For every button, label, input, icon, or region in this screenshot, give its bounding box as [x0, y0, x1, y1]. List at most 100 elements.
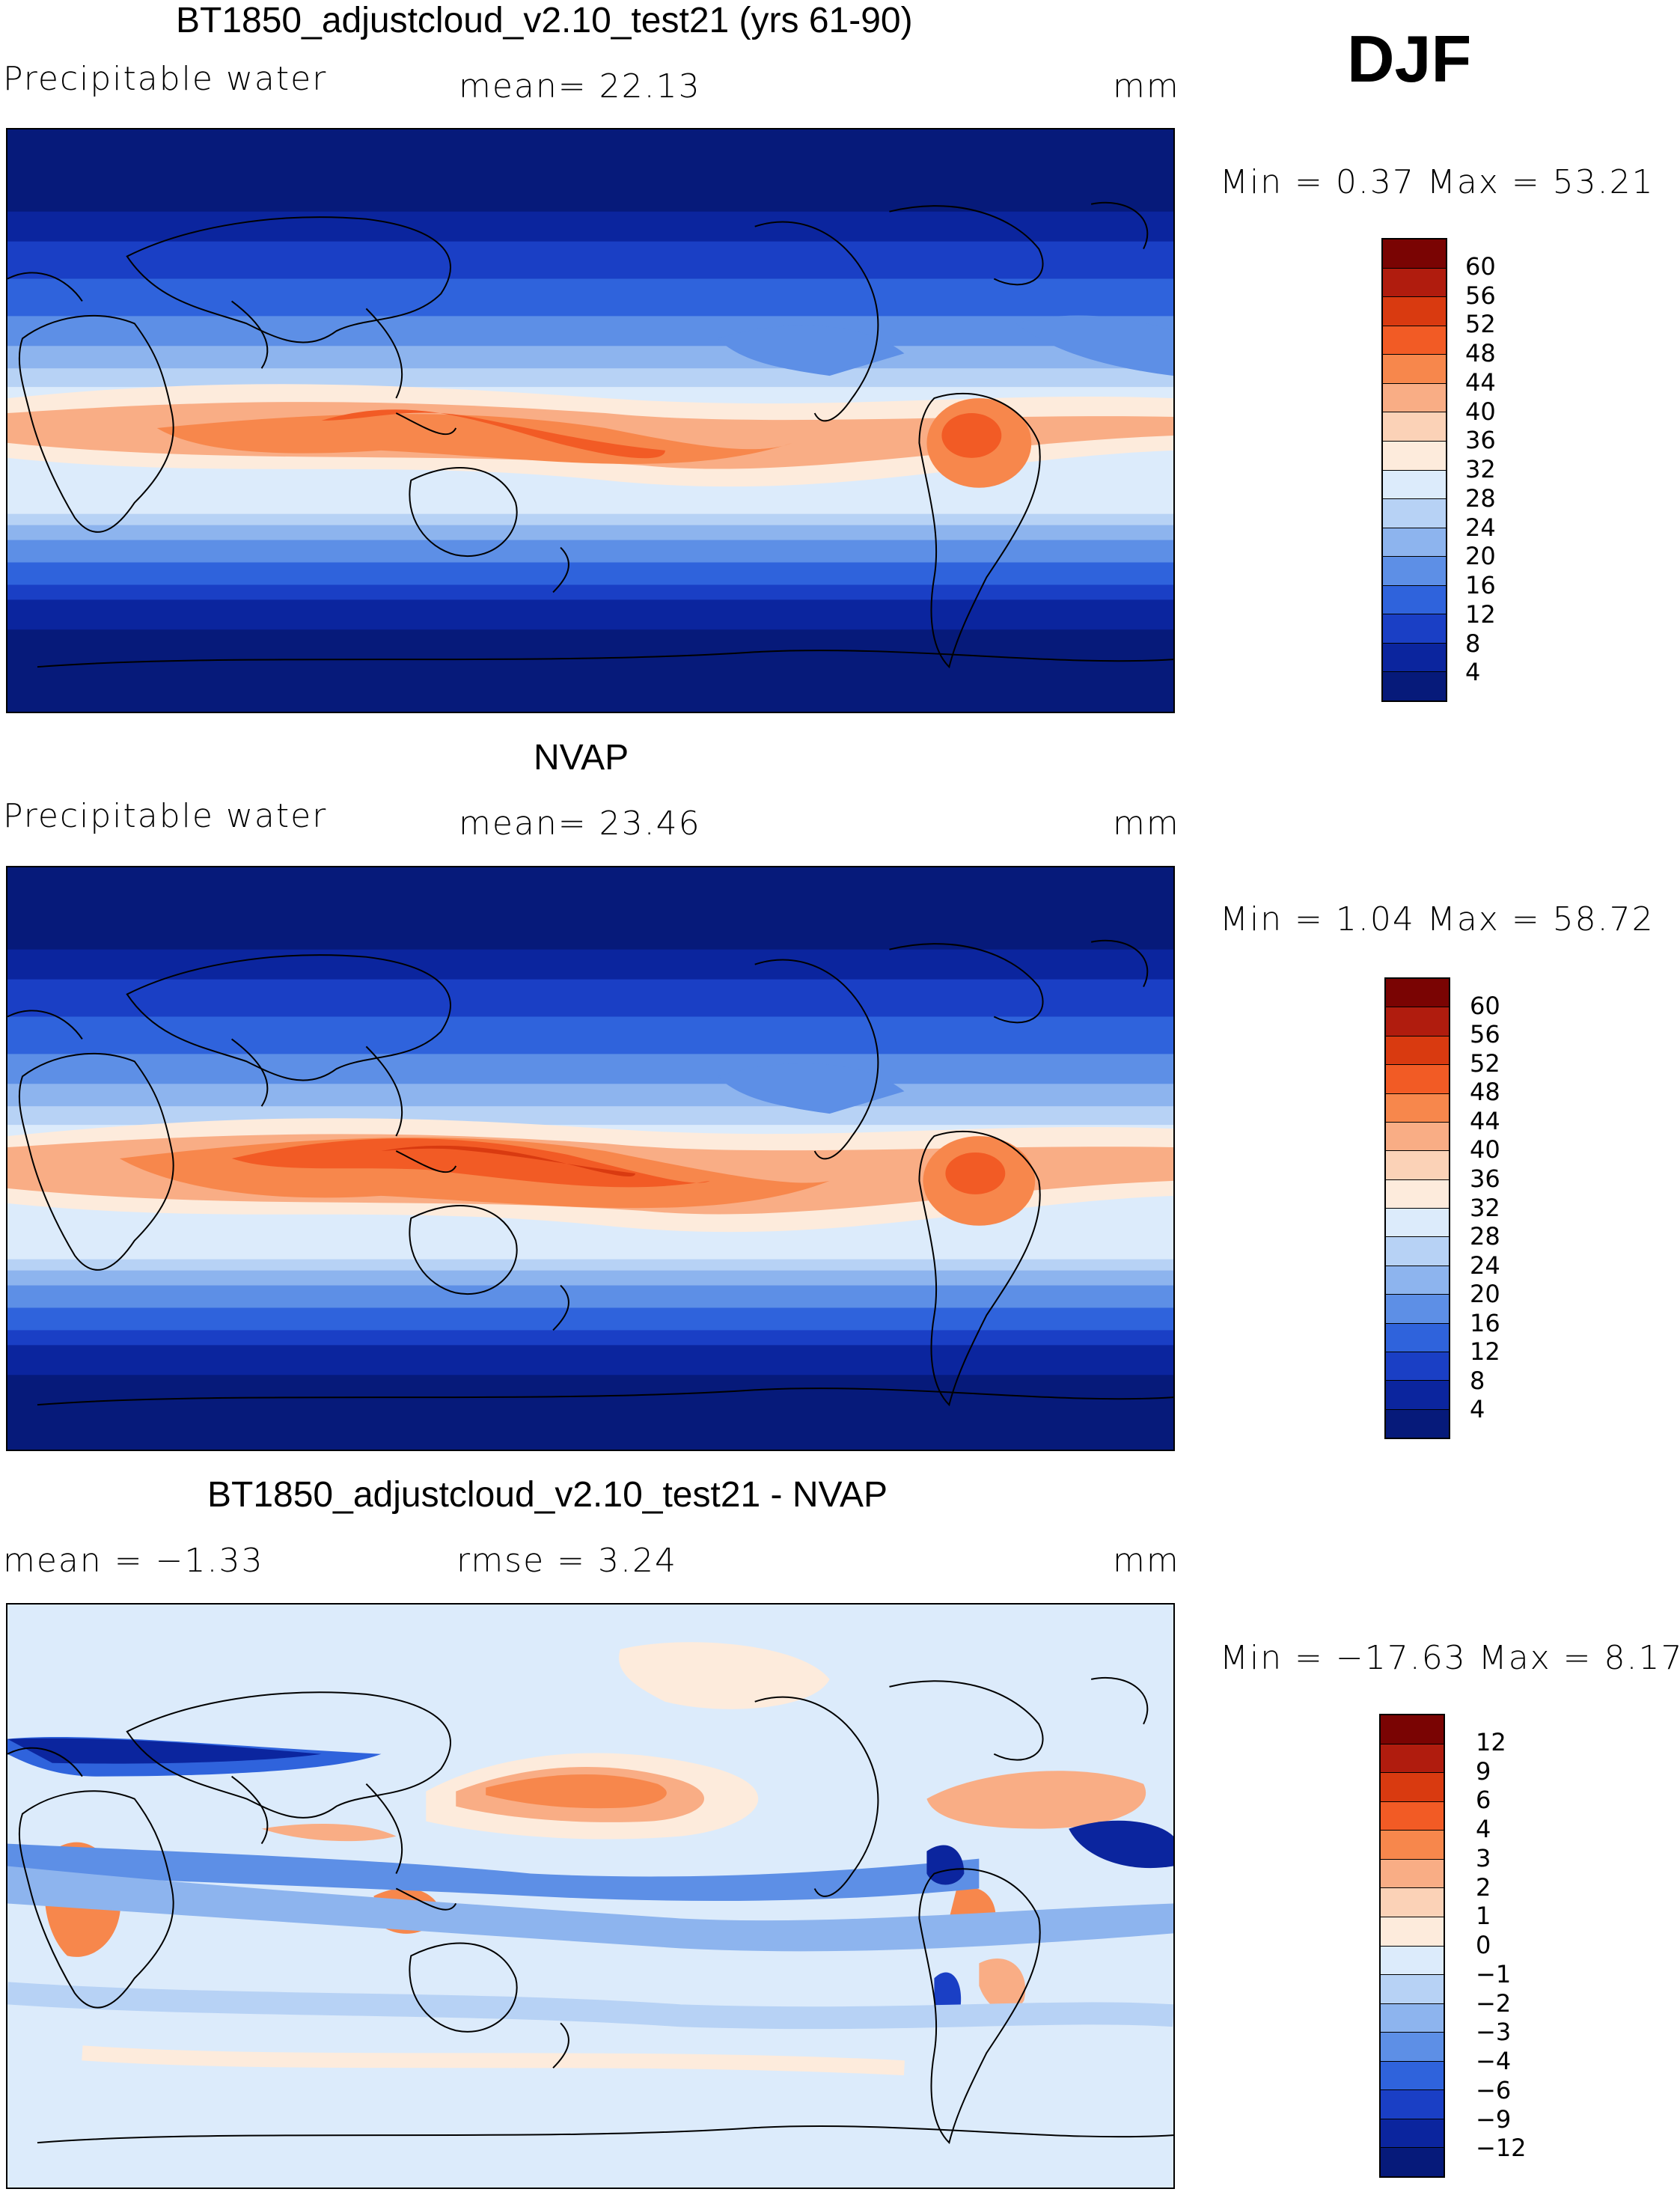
colorbar-tick-label: 36	[1470, 1164, 1500, 1193]
colorbar-swatch	[1386, 1179, 1449, 1209]
panel-3-mean: mean = −1.33	[3, 1542, 264, 1580]
panel-1-field-label: Precipitable water	[3, 60, 328, 98]
colorbar-tick-label: 9	[1476, 1756, 1491, 1786]
colorbar-swatch	[1383, 326, 1446, 355]
colorbar-swatch	[1386, 1122, 1449, 1152]
colorbar-swatch	[1381, 1917, 1444, 1947]
panel-2-contour-field	[7, 867, 1173, 1450]
colorbar-tick-label: 12	[1465, 599, 1496, 629]
colorbar-tick-label: −3	[1476, 2018, 1512, 2047]
colorbar-tick-label: 60	[1470, 991, 1500, 1020]
colorbar-swatch	[1383, 383, 1446, 413]
colorbar-tick-label: 48	[1465, 339, 1496, 367]
panel-2-unit: mm	[1113, 805, 1180, 843]
colorbar-tick-label: 6	[1476, 1786, 1491, 1815]
colorbar-swatch	[1381, 1744, 1444, 1774]
panel-2-minmax: Min = 1.04 Max = 58.72	[1220, 900, 1655, 938]
panel-2-field-label: Precipitable water	[3, 797, 328, 835]
colorbar-swatch	[1383, 441, 1446, 471]
colorbar-tick-label: 12	[1476, 1727, 1506, 1756]
colorbar-swatch	[1381, 1888, 1444, 1917]
colorbar-swatch	[1381, 2033, 1444, 2062]
colorbar-swatch	[1383, 643, 1446, 673]
colorbar-swatch	[1386, 1151, 1449, 1180]
colorbar-tick-label: −4	[1476, 2047, 1512, 2075]
colorbar-tick-label: 40	[1470, 1135, 1500, 1164]
colorbar-swatch	[1383, 239, 1446, 269]
colorbar-tick-label: 24	[1465, 513, 1496, 542]
colorbar-tick-label: −9	[1476, 2104, 1512, 2134]
colorbar-swatch	[1386, 1295, 1449, 1324]
colorbar-tick-label: 28	[1465, 483, 1496, 513]
colorbar-tick-label: 12	[1470, 1337, 1500, 1367]
colorbar-swatch	[1386, 1266, 1449, 1295]
colorbar-tick-label: 44	[1470, 1106, 1500, 1135]
colorbar-swatch	[1381, 2148, 1444, 2176]
colorbar-swatch	[1386, 979, 1449, 1008]
colorbar-swatch	[1386, 1381, 1449, 1410]
colorbar-swatch	[1386, 1209, 1449, 1238]
season-label: DJF	[1347, 22, 1472, 96]
colorbar-swatch	[1383, 268, 1446, 298]
panel-2-mean: mean= 23.46	[459, 805, 701, 843]
colorbar-tick-label: 20	[1465, 542, 1496, 571]
colorbar-swatch	[1381, 2061, 1444, 2091]
colorbar-swatch	[1383, 412, 1446, 442]
colorbar-tick-label: 4	[1470, 1395, 1485, 1424]
panel-1-minmax: Min = 0.37 Max = 53.21	[1220, 163, 1655, 201]
panel-3-unit: mm	[1113, 1542, 1180, 1580]
colorbar-tick-label: 16	[1470, 1308, 1500, 1337]
colorbar-tick-label: 52	[1465, 310, 1496, 339]
colorbar-swatch	[1386, 1093, 1449, 1123]
panel-1-colorbar	[1381, 238, 1447, 702]
colorbar-tick-label: 3	[1476, 1843, 1491, 1872]
panel-1-title: BT1850_adjustcloud_v2.10_test21 (yrs 61-…	[176, 1, 913, 40]
colorbar-tick-label: 32	[1470, 1193, 1500, 1222]
panel-3-rmse: rmse = 3.24	[456, 1542, 677, 1580]
colorbar-swatch	[1381, 2003, 1444, 2033]
colorbar-swatch	[1383, 470, 1446, 500]
colorbar-swatch	[1381, 1715, 1444, 1744]
colorbar-tick-label: 4	[1465, 658, 1481, 687]
colorbar-tick-label: 16	[1465, 571, 1496, 599]
colorbar-swatch	[1381, 1859, 1444, 1889]
colorbar-tick-label: 48	[1470, 1078, 1500, 1107]
colorbar-tick-label: 20	[1470, 1280, 1500, 1309]
colorbar-swatch	[1381, 1975, 1444, 2004]
panel-1-contour-field	[7, 129, 1173, 712]
colorbar-swatch	[1381, 1801, 1444, 1831]
colorbar-tick-label: −6	[1476, 2075, 1512, 2104]
colorbar-tick-label: 28	[1470, 1222, 1500, 1251]
panel-3-title: BT1850_adjustcloud_v2.10_test21 - NVAP	[207, 1475, 888, 1515]
colorbar-tick-label: −12	[1476, 2134, 1527, 2163]
colorbar-swatch	[1386, 1352, 1449, 1382]
colorbar-swatch	[1386, 1323, 1449, 1352]
colorbar-swatch	[1383, 585, 1446, 615]
colorbar-swatch	[1386, 1065, 1449, 1094]
panel-2-map	[6, 866, 1175, 1451]
panel-2-colorbar	[1384, 977, 1450, 1439]
colorbar-tick-label: 40	[1465, 397, 1496, 426]
colorbar-tick-label: 4	[1476, 1815, 1491, 1843]
colorbar-tick-label: 56	[1465, 281, 1496, 310]
colorbar-swatch	[1383, 672, 1446, 700]
panel-3-map	[6, 1603, 1175, 2189]
colorbar-swatch	[1383, 557, 1446, 586]
colorbar-tick-label: 32	[1465, 455, 1496, 483]
colorbar-swatch	[1386, 1036, 1449, 1066]
colorbar-tick-label: 60	[1465, 251, 1496, 281]
colorbar-tick-label: −1	[1476, 1959, 1512, 1988]
colorbar-tick-label: 1	[1476, 1902, 1491, 1931]
colorbar-tick-label: 56	[1470, 1020, 1500, 1049]
colorbar-swatch	[1381, 1946, 1444, 1976]
panel-3-colorbar	[1379, 1714, 1445, 2178]
panel-1-mean: mean= 22.13	[459, 67, 701, 106]
colorbar-tick-label: −2	[1476, 1988, 1512, 2018]
colorbar-tick-label: 44	[1465, 367, 1496, 397]
colorbar-swatch	[1383, 499, 1446, 528]
colorbar-tick-label: 0	[1476, 1931, 1491, 1959]
colorbar-swatch	[1381, 1773, 1444, 1802]
colorbar-swatch	[1386, 1409, 1449, 1438]
colorbar-tick-label: 36	[1465, 426, 1496, 455]
panel-1-unit: mm	[1113, 67, 1180, 106]
